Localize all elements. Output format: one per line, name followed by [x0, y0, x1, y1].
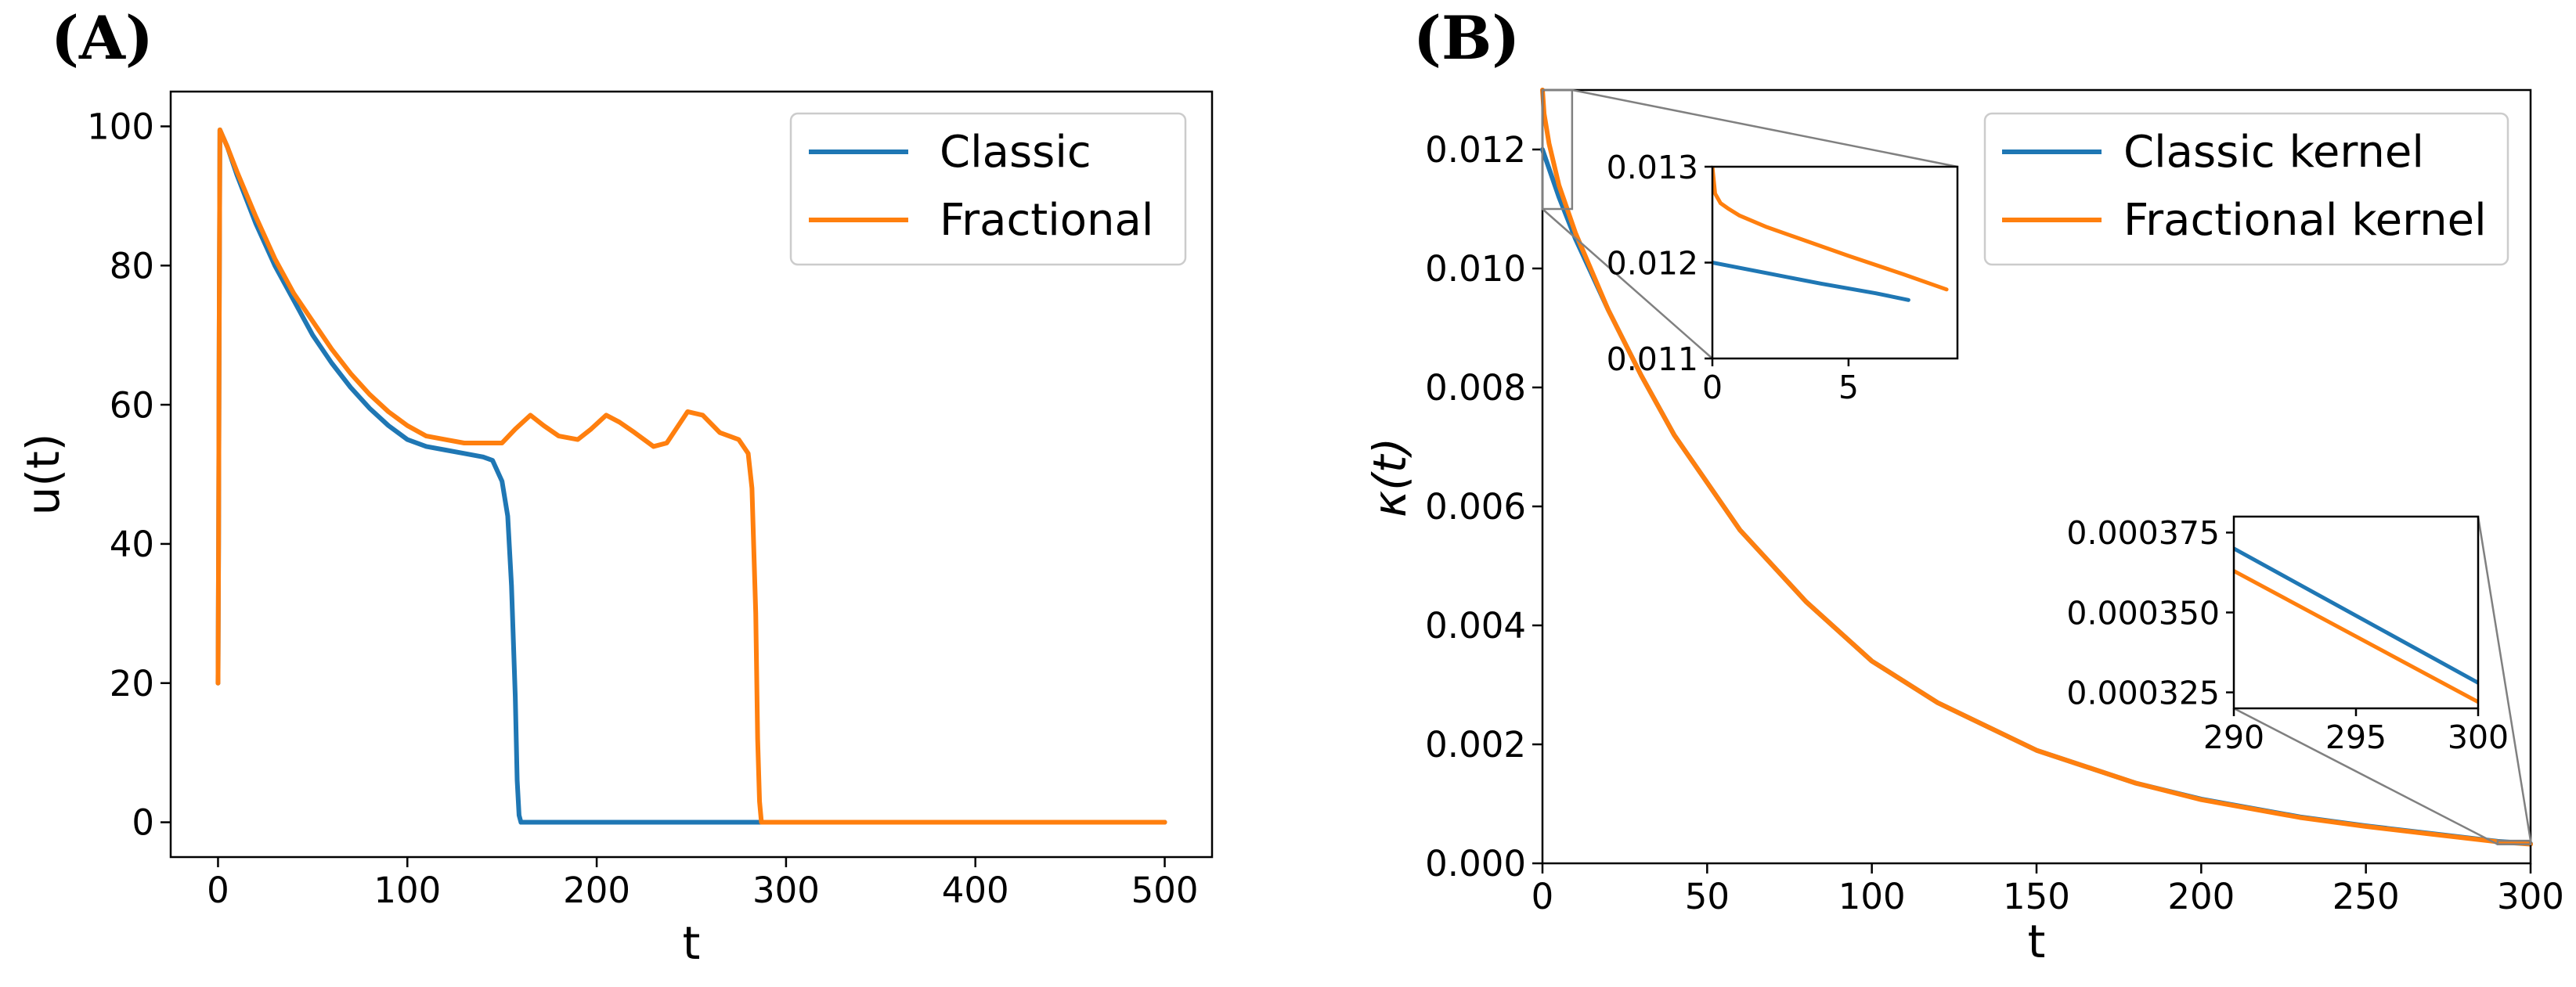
panel-b-series-fractional-kernel [1540, 88, 2533, 847]
panel-a-xtick-label-4: 400 [942, 870, 1009, 911]
inset-1-lines [2234, 546, 2478, 704]
inset-1-connector-bottom [2233, 707, 2498, 845]
inset-1-series-fractional-kernel [2234, 568, 2478, 704]
panel-a-ytick-label-5: 100 [87, 106, 154, 148]
inset-0-ytick-label-2: 0.013 [1607, 149, 1698, 186]
panel-a-ytick-label-1: 20 [110, 663, 154, 704]
inset-0-xtick-label-1: 5 [1838, 369, 1859, 406]
panel-a-xtick-label-1: 100 [373, 870, 441, 911]
inset-1-xtick-label-0: 290 [2203, 719, 2264, 756]
panel-b-xtick-label-6: 300 [2497, 876, 2564, 917]
panel-a-xtick-label-3: 300 [752, 870, 820, 911]
inset-late-zoom: 290 295 300 0.000325 0.000350 0.000375 [2066, 514, 2509, 756]
panel-b-ylabel: κ(t) [1363, 438, 1416, 517]
legend-label-classic: Classic [940, 127, 1091, 178]
panel-b-xtick-label-5: 250 [2332, 876, 2400, 917]
panel-b-xtick-label-4: 200 [2167, 876, 2235, 917]
panel-b: (B) 0 50 100 150 200 250 3000.0000.0020.0040.0… [1363, 3, 2564, 968]
legend-label-fractional: Fractional [940, 195, 1153, 246]
panel-b-xtick-label-1: 50 [1685, 876, 1730, 917]
panel-a-series-fractional [215, 127, 1167, 825]
panel-a-xtick-label-5: 500 [1131, 870, 1199, 911]
panel-a-plot: 0 100 200 300 400 500 0 20 40 60 80 100 [87, 106, 1198, 911]
inset-1-ytick-label-0: 0.000325 [2066, 674, 2220, 711]
panel-b-ytick-label-6: 0.012 [1425, 129, 1526, 171]
inset-1-frame [2232, 515, 2480, 710]
panel-b-xtick-label-2: 100 [1838, 876, 1906, 917]
inset-connectors [1541, 88, 2532, 845]
inset-1-background [2234, 517, 2478, 708]
panel-b-xlabel: t [2028, 915, 2046, 968]
inset-1-connector-top [2477, 516, 2532, 841]
legend-label-fractional-kernel: Fractional kernel [2123, 195, 2487, 246]
inset-1-xtick-label-2: 300 [2448, 719, 2509, 756]
inset-0-connector-bottom [1542, 208, 1713, 359]
panel-a-legend: Classic Fractional [789, 112, 1187, 266]
panel-b-ytick-label-2: 0.004 [1425, 605, 1526, 647]
panel-b-legend-box [1983, 112, 2509, 266]
panel-b-ytick-label-4: 0.008 [1425, 367, 1526, 409]
inset-1-ytick-label-2: 0.000375 [2066, 514, 2220, 552]
panel-a-label: (A) [51, 3, 153, 73]
inset-1-ytick-label-1: 0.000350 [2066, 594, 2220, 632]
panel-b-ytick-label-1: 0.002 [1425, 724, 1526, 765]
inset-0-xtick-label-0: 0 [1702, 369, 1723, 406]
panel-a-xlabel: t [683, 917, 701, 970]
inset-0-connector-top [1571, 88, 1958, 168]
legend-label-classic-kernel: Classic kernel [2123, 127, 2424, 178]
inset-0-frame [1711, 165, 1959, 360]
panel-a-ytick-label-4: 80 [110, 245, 154, 286]
panel-b-xtick-label-0: 0 [1532, 876, 1554, 917]
inset-0-lines [1712, 167, 1949, 302]
inset-1-series-classic-kernel [2234, 546, 2478, 685]
panel-b-label: (B) [1413, 3, 1520, 73]
panel-b-legend: Classic kernel Fractional kernel [1983, 112, 2509, 266]
panel-b-ytick-label-5: 0.010 [1425, 248, 1526, 290]
inset-0-series-fractional-kernel [1712, 167, 1949, 292]
panel-a-xtick-label-0: 0 [207, 870, 229, 911]
panel-a-frame [169, 90, 1214, 859]
inset-0-series-classic-kernel [1712, 261, 1910, 302]
panel-a-ytick-label-0: 0 [132, 802, 154, 844]
inset-0-background [1712, 167, 1957, 358]
panel-b-plot: 0 50 100 150 200 250 3000.0000.0020.0040.0060.… [1425, 88, 2564, 917]
panel-a-ytick-label-3: 60 [110, 384, 154, 426]
panel-b-ytick-label-0: 0.000 [1425, 843, 1526, 884]
inset-early-zoom: 0 5 0.011 0.012 0.013 [1607, 149, 1959, 406]
panel-b-frame [1541, 88, 2532, 865]
panel-a-xtick-label-2: 200 [563, 870, 630, 911]
inset-0-indicator [1541, 88, 1574, 211]
inset-0-ytick-label-1: 0.012 [1607, 244, 1698, 282]
panel-b-ytick-label-3: 0.006 [1425, 486, 1526, 528]
inset-1-indicator [2496, 839, 2532, 845]
inset-1-xtick-label-1: 295 [2325, 719, 2387, 756]
panel-b-xtick-label-3: 150 [2003, 876, 2070, 917]
panel-a-ylabel: u(t) [16, 434, 70, 516]
inset-0-ytick-label-0: 0.011 [1607, 340, 1698, 378]
panel-a-ytick-label-2: 40 [110, 524, 154, 565]
